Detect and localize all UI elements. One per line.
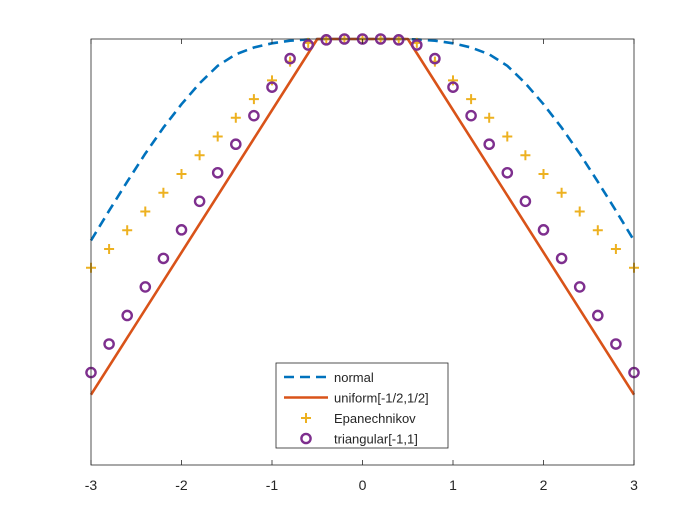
data-point-epanechnikov [592, 225, 603, 236]
data-point-triangular-1-1 [175, 224, 188, 236]
data-point-triangular-1-1 [121, 309, 133, 322]
data-point-triangular-1-1 [284, 52, 296, 65]
x-tick-label: -2 [175, 477, 188, 493]
data-point-triangular-1-1 [229, 138, 242, 151]
data-point-epanechnikov [104, 244, 115, 255]
data-point-triangular-1-1 [573, 281, 586, 293]
data-point-epanechnikov [556, 187, 567, 198]
legend-swatch-triangular-1-1 [300, 432, 312, 445]
data-point-triangular-1-1 [501, 166, 514, 179]
legend-label-normal: normal [334, 370, 374, 385]
data-point-triangular-1-1 [447, 81, 459, 93]
legend-entry-triangular-1-1: triangular[-1,1] [300, 432, 418, 447]
legend-entry-uniform-1-2-1-2: uniform[-1/2,1/2] [284, 391, 429, 406]
data-point-epanechnikov [230, 112, 241, 123]
data-point-triangular-1-1 [555, 252, 568, 265]
data-point-epanechnikov [520, 150, 531, 161]
data-point-epanechnikov [158, 187, 169, 198]
x-tick-label: 1 [449, 477, 457, 493]
data-point-epanechnikov [122, 225, 133, 236]
x-axis-ticks: -3 -2 -1 0 1 2 3 [85, 39, 638, 493]
data-point-triangular-1-1 [592, 309, 604, 322]
data-point-triangular-1-1 [392, 34, 405, 46]
data-point-epanechnikov [140, 206, 151, 217]
data-point-epanechnikov [574, 206, 585, 217]
x-tick-label: 0 [359, 477, 367, 493]
legend-label-epanechnikov: Epanechnikov [334, 411, 416, 426]
data-point-epanechnikov [502, 131, 513, 142]
series-layer [85, 33, 640, 396]
legend-label-triangular-1-1: triangular[-1,1] [334, 432, 418, 447]
data-point-triangular-1-1 [103, 338, 115, 350]
series-line-normal [89, 37, 636, 242]
legend-items: normal uniform[-1/2,1/2] Epanechnikov trian… [284, 370, 429, 447]
legend-swatch-epanechnikov [301, 413, 311, 423]
data-point-epanechnikov [176, 169, 187, 180]
x-tick-label: 2 [540, 477, 548, 493]
series-triangular-1-1 [85, 33, 640, 379]
data-point-triangular-1-1 [537, 224, 550, 236]
data-point-triangular-1-1 [519, 195, 532, 208]
legend: normal uniform[-1/2,1/2] Epanechnikov trian… [275, 362, 449, 449]
data-point-triangular-1-1 [266, 81, 278, 93]
data-point-triangular-1-1 [248, 109, 260, 122]
data-point-triangular-1-1 [157, 252, 170, 265]
data-point-triangular-1-1 [465, 109, 477, 122]
x-tick-label: -3 [85, 477, 98, 493]
x-tick-label: 3 [630, 477, 638, 493]
data-point-triangular-1-1 [429, 52, 441, 65]
legend-entry-epanechnikov: Epanechnikov [301, 411, 416, 426]
data-point-triangular-1-1 [320, 34, 333, 46]
data-point-triangular-1-1 [610, 338, 622, 350]
data-point-epanechnikov [538, 169, 549, 180]
data-point-triangular-1-1 [193, 195, 206, 208]
legend-entry-normal: normal [284, 370, 374, 385]
data-point-epanechnikov [194, 150, 205, 161]
data-point-epanechnikov [466, 94, 477, 105]
data-point-epanechnikov [212, 131, 223, 142]
data-point-epanechnikov [248, 94, 259, 105]
data-point-epanechnikov [610, 244, 621, 255]
series-normal [89, 37, 636, 242]
data-point-triangular-1-1 [139, 281, 152, 293]
data-point-triangular-1-1 [483, 138, 496, 151]
data-point-triangular-1-1 [302, 39, 315, 51]
x-tick-label: -1 [266, 477, 279, 493]
legend-label-uniform-1-2-1-2: uniform[-1/2,1/2] [334, 391, 429, 406]
data-point-triangular-1-1 [410, 39, 423, 51]
data-point-triangular-1-1 [211, 166, 224, 179]
data-point-epanechnikov [484, 112, 495, 123]
